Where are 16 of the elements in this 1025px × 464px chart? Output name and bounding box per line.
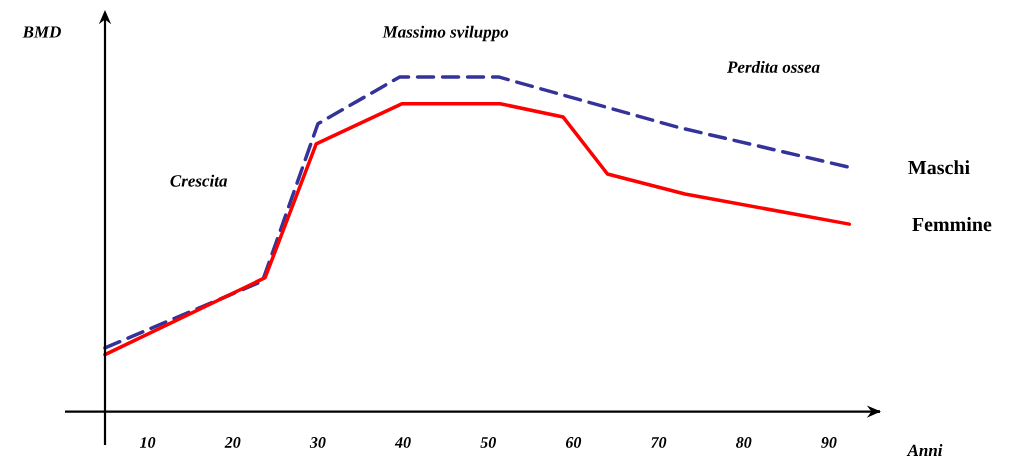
x-tick-label: 40 (394, 437, 411, 448)
x-tick-label: 60 (565, 437, 582, 448)
x-tick-label: 20 (224, 437, 241, 448)
text: Perdita ossea (727, 60, 820, 73)
x-tick-label: 30 (309, 437, 326, 448)
annotation: Crescita (170, 174, 228, 187)
x-tick-label: 90 (821, 437, 837, 448)
x-tick-label: 10 (139, 437, 156, 448)
x-tick-label: 70 (651, 437, 667, 448)
x-axis-title: Anni (906, 444, 943, 456)
x-tick-label: 80 (736, 437, 752, 448)
text: Massimo sviluppo (382, 25, 509, 42)
text: Maschi (908, 160, 970, 175)
x-tick-label: 50 (480, 437, 496, 448)
y-axis-title: BMD (22, 26, 61, 38)
text: Femmine (912, 217, 992, 232)
